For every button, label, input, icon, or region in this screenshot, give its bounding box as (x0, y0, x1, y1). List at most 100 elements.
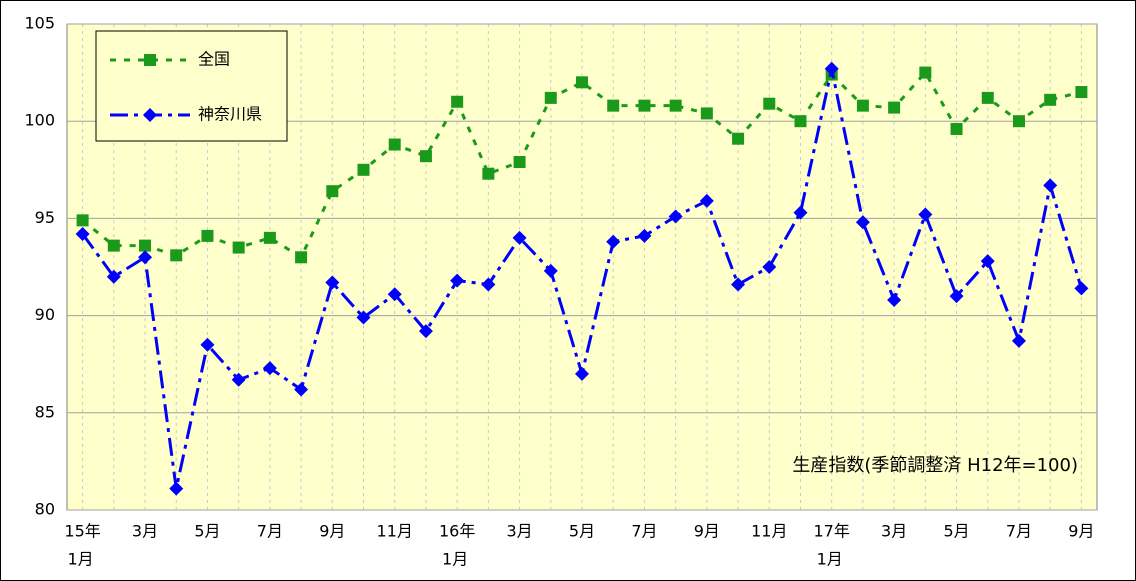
y-tick-label: 95 (35, 208, 55, 227)
marker (295, 251, 308, 264)
marker (543, 263, 558, 278)
x-tick-label: 7月 (257, 522, 283, 541)
marker (669, 99, 682, 112)
marker (75, 226, 90, 241)
x-tick-label: 9月 (694, 522, 720, 541)
marker (200, 337, 215, 352)
marker (1011, 333, 1026, 348)
y-tick-label: 90 (35, 305, 55, 324)
marker (263, 231, 276, 244)
marker (482, 167, 495, 180)
legend-label: 全国 (198, 50, 230, 69)
marker (950, 122, 963, 135)
x-tick-label: 9月 (1068, 522, 1094, 541)
x-tick-label: 1月 (68, 550, 94, 569)
x-tick-label: 9月 (319, 522, 345, 541)
x-tick-label: 16年 (439, 522, 475, 541)
y-tick-label: 80 (35, 500, 55, 519)
x-tick-label: 3月 (132, 522, 158, 541)
marker (606, 234, 621, 249)
marker (668, 209, 683, 224)
marker (262, 361, 277, 376)
x-tick-label: 5月 (943, 522, 969, 541)
marks (75, 61, 1089, 496)
marker (76, 214, 89, 227)
legend-box (95, 30, 288, 142)
marker (732, 132, 745, 145)
marker (576, 76, 588, 89)
marker (575, 366, 589, 381)
marker (700, 107, 713, 120)
marker (981, 91, 994, 104)
marker (949, 289, 964, 304)
marker (1075, 86, 1088, 99)
marker (232, 241, 245, 254)
annotation: 生産指数(季節調整済 H12年=100) (792, 455, 1078, 476)
marker (144, 54, 156, 66)
marker (451, 95, 464, 108)
marker (387, 287, 402, 302)
x-tick-label: 3月 (506, 522, 532, 541)
marker (887, 293, 902, 308)
marker (106, 269, 121, 284)
marker (231, 372, 246, 387)
marker (481, 277, 496, 292)
marker (888, 101, 901, 114)
marker (1043, 178, 1058, 193)
marker (294, 382, 309, 397)
x-tick-label: 3月 (881, 522, 907, 541)
marker (763, 97, 776, 110)
x-tick-label: 17年 (814, 522, 850, 541)
marker (919, 66, 932, 79)
marker (544, 91, 557, 104)
marker (980, 254, 995, 269)
marker (169, 481, 184, 496)
marker (1074, 281, 1089, 296)
marker (794, 115, 807, 128)
x-tick-label: 7月 (631, 522, 657, 541)
marker (450, 273, 465, 288)
marker (856, 99, 869, 112)
x-tick-label: 5月 (194, 522, 220, 541)
marker (731, 277, 746, 292)
marker (793, 205, 808, 220)
series-line (81, 70, 1082, 260)
y-tick-label: 100 (24, 111, 55, 130)
marker (512, 230, 527, 245)
marker (607, 99, 620, 112)
marker (824, 61, 839, 76)
marker (638, 99, 651, 112)
marker (762, 260, 777, 274)
marker (107, 239, 120, 252)
marker (388, 138, 401, 151)
marker (513, 156, 526, 169)
marker (918, 207, 933, 222)
y-tick-label: 105 (24, 14, 55, 33)
marker (419, 150, 432, 163)
marker (356, 310, 371, 325)
x-tick-label: 11月 (377, 522, 413, 541)
marker (326, 185, 339, 198)
marker (170, 249, 183, 262)
marker (637, 228, 652, 243)
marker (1044, 93, 1057, 106)
x-tick-label: 1月 (817, 550, 843, 569)
marker (418, 324, 433, 339)
marker (139, 239, 152, 252)
marker (855, 215, 870, 230)
marker (201, 229, 214, 242)
x-tick-label: 15年 (64, 522, 100, 541)
x-tick-label: 5月 (569, 522, 595, 541)
y-tick-label: 85 (35, 402, 55, 421)
x-tick-label: 11月 (751, 522, 787, 541)
x-tick-label: 7月 (1006, 522, 1032, 541)
marker (138, 250, 153, 265)
marker (325, 275, 340, 290)
marker (1012, 115, 1025, 128)
x-tick-label: 1月 (442, 550, 468, 569)
marker (143, 108, 157, 122)
legend-label: 神奈川県 (198, 105, 262, 124)
marker (357, 163, 370, 176)
marker (699, 193, 714, 208)
